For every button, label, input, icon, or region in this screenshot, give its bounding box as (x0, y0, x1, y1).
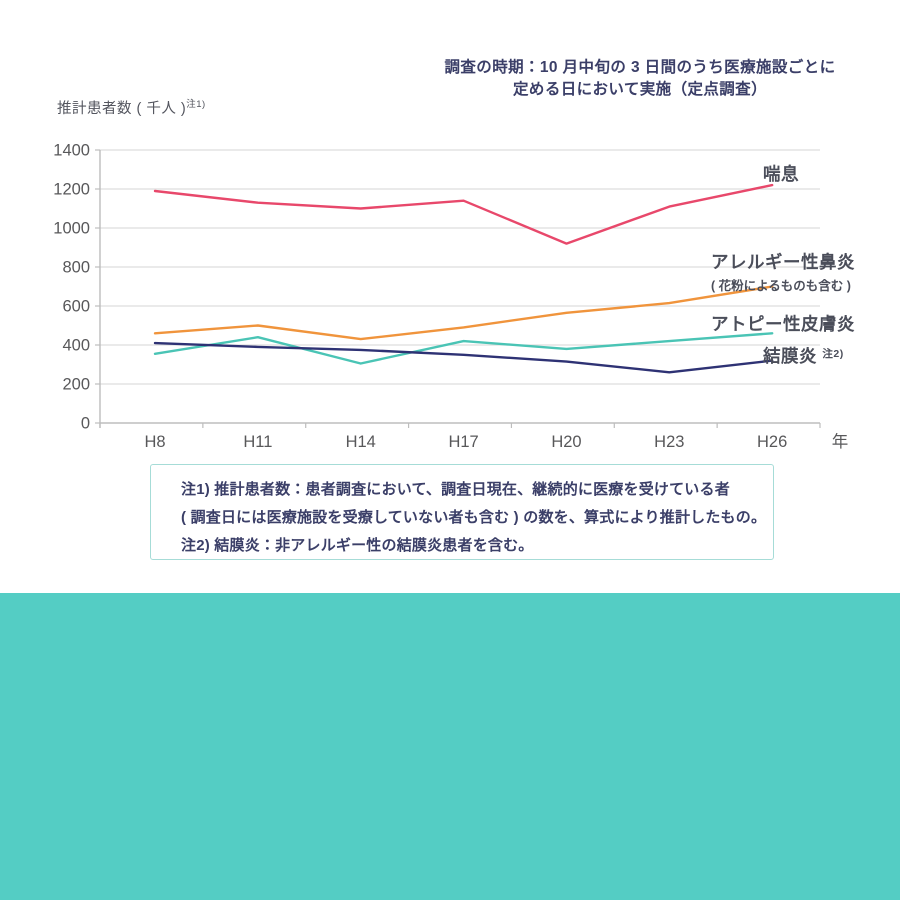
y-axis-title: 推計患者数 ( 千人 )注1) (57, 96, 206, 118)
y-axis-title-note-ref: 注1) (186, 99, 206, 110)
series-label-conjunctivitis-note-ref: 注2) (822, 348, 844, 360)
series-line-atopic-dermatitis (153, 332, 774, 365)
y-tick-label: 0 (81, 415, 90, 433)
x-tick-label: H20 (551, 433, 581, 451)
y-axis-title-text: 推計患者数 ( 千人 ) (57, 101, 187, 117)
y-tick-label: 1400 (53, 142, 90, 160)
series-label-allergic-rhinitis: アレルギー性鼻炎 ( 花粉によるものも含む ) (711, 249, 855, 294)
series-line-conjunctivitis (153, 341, 774, 374)
y-tick-label: 600 (62, 298, 90, 316)
x-tick-label: H17 (448, 433, 478, 451)
series-label-allergic-rhinitis-text: アレルギー性鼻炎 (711, 252, 855, 272)
y-tick-label: 1000 (53, 220, 90, 238)
x-tick-label: H11 (243, 433, 272, 451)
footnotes-box: 注1) 推計患者数：患者調査において、調査日現在、継続的に医療を受けている者 (… (150, 464, 774, 560)
survey-timing-line1: 調査の時期：10 月中旬の 3 日間のうち医療施設ごとに (444, 59, 836, 76)
series-line-allergic-rhinitis (153, 285, 774, 341)
footnote-line-3: 注2) 結膜炎：非アレルギー性の結膜炎患者を含む。 (181, 537, 534, 554)
y-tick-label: 800 (62, 259, 90, 277)
series-sublabel-allergic-rhinitis: ( 花粉によるものも含む ) (711, 279, 851, 293)
series-label-conjunctivitis-text: 結膜炎 (763, 346, 817, 366)
y-tick-label: 400 (62, 337, 90, 355)
series-line-asthma (153, 183, 774, 245)
y-tick-label: 1200 (53, 181, 90, 199)
x-tick-label: H23 (654, 433, 684, 451)
footnote-line-2: ( 調査日には医療施設を受療していない者も含む ) の数を、算式により推計したも… (181, 509, 767, 526)
series-label-asthma: 喘息 (763, 164, 799, 184)
series-label-atopic-dermatitis: アトピー性皮膚炎 (711, 314, 855, 334)
x-tick-label: H26 (757, 433, 787, 451)
footer-band: Allergies アレルギー疾患 推計患者数の年次推移 アレルギー疾患により医… (0, 593, 900, 900)
x-tick-label: H8 (144, 433, 165, 451)
footnote-line-1: 注1) 推計患者数：患者調査において、調査日現在、継続的に医療を受けている者 (181, 481, 730, 498)
x-tick-label: H14 (346, 433, 376, 451)
survey-timing-annotation: 調査の時期：10 月中旬の 3 日間のうち医療施設ごとに 定める日において実施（… (430, 57, 850, 101)
survey-timing-line2: 定める日において実施（定点調査） (513, 81, 767, 98)
line-chart: 0 200 400 600 800 1000 1200 1400 H8 H11 H14 H17 H20 H… (53, 142, 849, 452)
series-label-conjunctivitis: 結膜炎 注2) (763, 343, 844, 368)
x-axis-unit-label: 年 (832, 432, 849, 451)
y-tick-label: 200 (62, 376, 90, 394)
